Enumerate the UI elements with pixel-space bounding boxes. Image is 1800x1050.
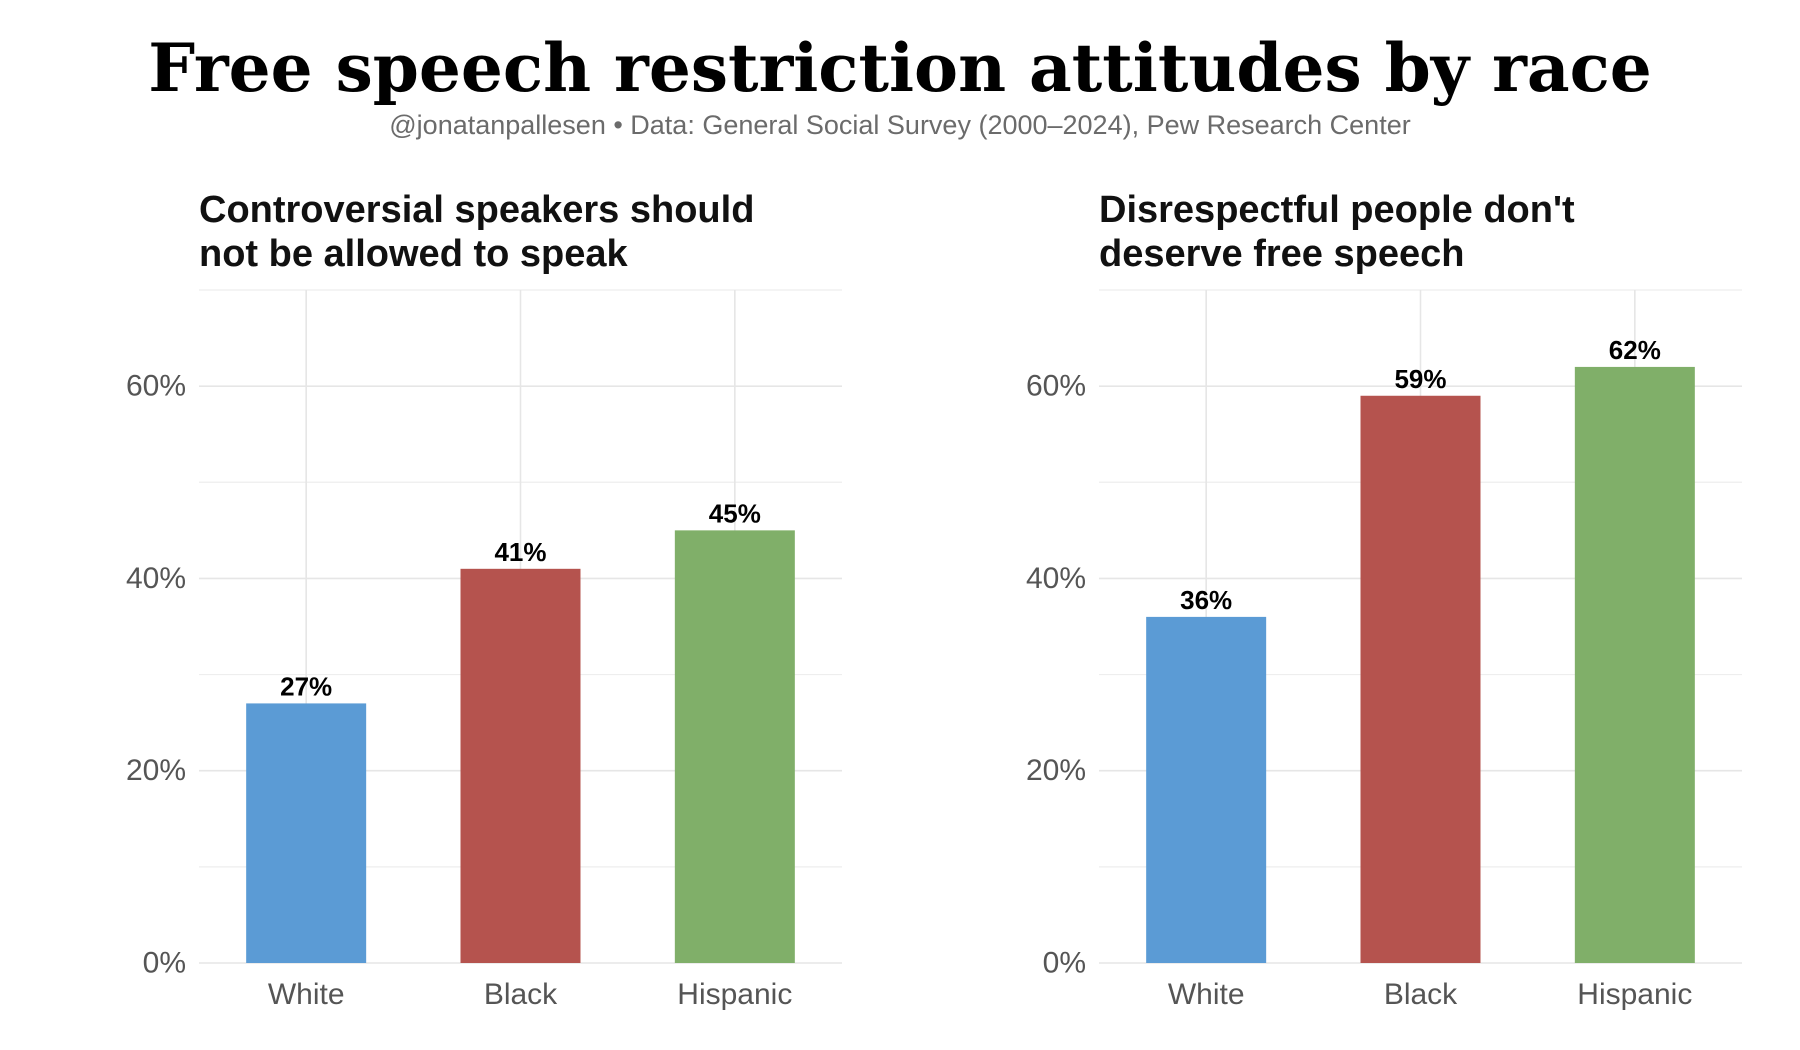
y-tick-label: 0% [143, 947, 186, 980]
x-tick-label: White [1168, 978, 1245, 1011]
x-tick-label: Hispanic [1577, 978, 1692, 1011]
bar-value-label: 41% [494, 537, 546, 567]
y-tick-label: 60% [126, 370, 186, 403]
bar-hispanic [1574, 366, 1695, 963]
bar-value-label: 27% [280, 671, 332, 701]
left-panel-chart: Controversial speakers should not be allo… [126, 189, 842, 1011]
bar-value-label: 59% [1394, 364, 1446, 394]
bar-value-label: 36% [1180, 585, 1232, 615]
bar-white [1146, 616, 1267, 963]
right-panel-title-line: deserve free speech [1099, 233, 1464, 275]
bar-hispanic [674, 530, 795, 963]
x-tick-label: Black [484, 978, 558, 1011]
y-tick-label: 0% [1043, 947, 1086, 980]
right-panel-title: Disrespectful people don't deserve free s… [1099, 189, 1575, 275]
left-panel-title-line: Controversial speakers should [199, 189, 754, 231]
bar-value-label: 45% [709, 498, 761, 528]
bar-white [246, 703, 367, 963]
left-panel-title-line: not be allowed to speak [199, 233, 628, 275]
chart-subtitle: @jonatanpallesen • Data: General Social … [389, 110, 1411, 140]
chart-title: Free speech restriction attitudes by rac… [148, 29, 1652, 107]
y-tick-label: 40% [1026, 562, 1086, 595]
right-panel-chart: Disrespectful people don't deserve free s… [1026, 189, 1742, 1011]
x-tick-label: Hispanic [677, 978, 792, 1011]
bar-value-label: 62% [1609, 335, 1661, 365]
left-panel-title: Controversial speakers should not be allo… [199, 189, 754, 275]
right-panel-title-line: Disrespectful people don't [1099, 189, 1575, 231]
y-tick-label: 20% [126, 754, 186, 787]
y-tick-label: 40% [126, 562, 186, 595]
bar-black [1360, 395, 1481, 963]
y-tick-label: 60% [1026, 370, 1086, 403]
x-tick-label: White [268, 978, 345, 1011]
bar-black [460, 568, 581, 963]
y-tick-label: 20% [1026, 754, 1086, 787]
x-tick-label: Black [1384, 978, 1458, 1011]
